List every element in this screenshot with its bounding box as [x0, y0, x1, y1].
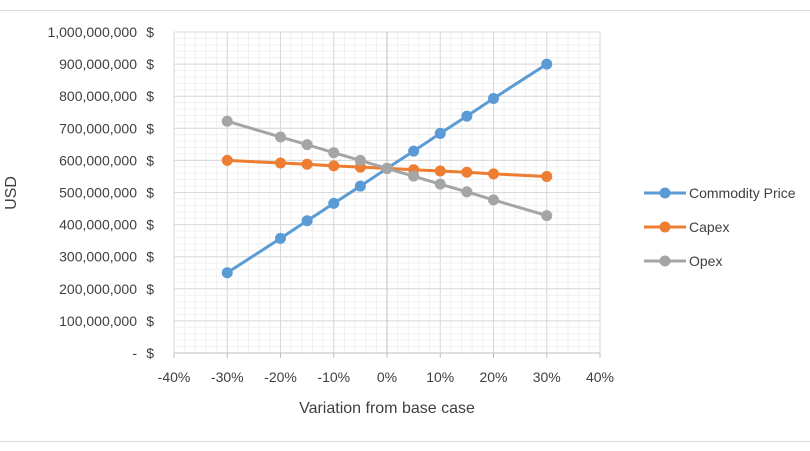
data-point-commodity-price	[541, 58, 553, 70]
data-point-capex	[328, 160, 340, 172]
y-tick-label: 200,000,000	[59, 281, 137, 297]
data-point-capex	[434, 165, 446, 177]
legend-swatch-marker-commodity-price	[659, 187, 671, 199]
data-point-opex	[541, 210, 553, 222]
data-point-opex	[488, 194, 499, 206]
x-tick-label: -30%	[211, 369, 244, 385]
legend: Commodity Price Capex Opex	[644, 185, 796, 269]
data-point-opex	[328, 147, 340, 159]
data-point-capex	[488, 168, 499, 180]
y-tick-label: 100,000,000	[59, 313, 137, 329]
x-tick-label: 10%	[426, 369, 454, 385]
x-tick-label: 20%	[479, 369, 507, 385]
data-point-opex	[408, 170, 420, 182]
y-tick-currency: $	[146, 56, 154, 72]
y-tick-currency: $	[146, 313, 154, 329]
data-point-capex	[221, 154, 233, 166]
x-axis-title: Variation from base case	[299, 400, 475, 417]
data-point-opex	[301, 139, 313, 151]
y-tick-currency: $	[146, 152, 154, 168]
data-point-opex	[275, 131, 286, 143]
y-tick-currency: $	[146, 217, 154, 233]
y-tick-label: 900,000,000	[59, 56, 137, 72]
y-axis-title: USD	[3, 176, 20, 210]
data-point-opex	[434, 178, 446, 190]
data-point-commodity-price	[354, 180, 366, 192]
y-tick-currency: $	[146, 88, 154, 104]
y-tick-currency: $	[146, 185, 154, 201]
y-tick-label: 400,000,000	[59, 217, 137, 233]
data-point-commodity-price	[301, 215, 313, 227]
series-layer	[221, 58, 553, 279]
x-tick-label: -40%	[158, 369, 191, 385]
x-axis-ticks: -40% -30% -20% -10% 0% 10% 20% 30% 40%	[158, 353, 614, 385]
x-tick-label: 0%	[377, 369, 397, 385]
y-tick-currency: $	[146, 24, 154, 40]
data-point-capex	[301, 158, 313, 170]
y-tick-label: 1,000,000,000	[47, 24, 137, 40]
y-tick-label: 500,000,000	[59, 185, 137, 201]
y-tick-currency: $	[146, 249, 154, 265]
legend-label-capex: Capex	[689, 219, 729, 235]
data-point-capex	[541, 170, 553, 182]
legend-swatch-marker-capex	[659, 221, 671, 233]
y-tick-currency: $	[146, 120, 154, 136]
data-point-opex	[354, 154, 366, 166]
data-point-opex	[461, 186, 473, 198]
data-point-commodity-price	[408, 145, 420, 157]
x-tick-label: -10%	[317, 369, 350, 385]
y-axis-ticks: - $100,000,000 $200,000,000 $300,000,000 $40…	[47, 24, 154, 361]
y-tick-currency: $	[146, 345, 154, 361]
data-point-commodity-price	[275, 232, 286, 244]
y-tick-label: -	[132, 345, 137, 361]
y-tick-label: 800,000,000	[59, 88, 137, 104]
x-tick-label: 30%	[533, 369, 561, 385]
y-tick-label: 700,000,000	[59, 120, 137, 136]
legend-label-commodity-price: Commodity Price	[689, 185, 796, 201]
legend-label-opex: Opex	[689, 253, 722, 269]
data-point-opex	[221, 115, 233, 127]
data-point-opex	[381, 162, 393, 174]
data-point-capex	[461, 166, 473, 178]
data-point-commodity-price	[461, 110, 473, 122]
y-tick-label: 600,000,000	[59, 152, 137, 168]
data-point-commodity-price	[434, 127, 446, 139]
x-tick-label: -20%	[264, 369, 297, 385]
data-point-commodity-price	[488, 92, 499, 104]
y-tick-label: 300,000,000	[59, 249, 137, 265]
x-tick-label: 40%	[586, 369, 614, 385]
legend-swatch-marker-opex	[659, 255, 671, 267]
data-point-commodity-price	[221, 267, 233, 279]
y-tick-currency: $	[146, 281, 154, 297]
data-point-commodity-price	[328, 197, 340, 209]
data-point-capex	[275, 157, 286, 169]
